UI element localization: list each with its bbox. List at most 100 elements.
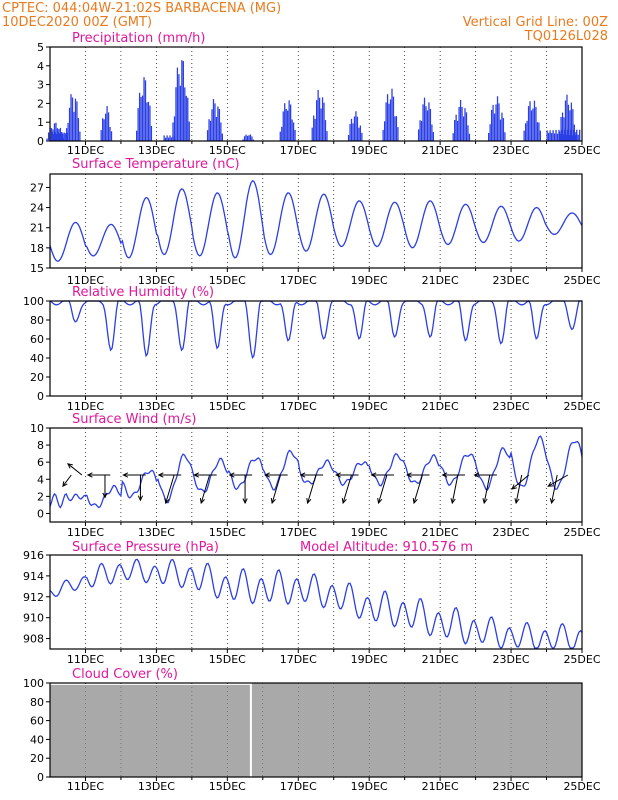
precip-bar [166,135,168,141]
y-tick-label: 60 [30,333,44,346]
precip-bar [212,99,215,141]
precip-bar [184,87,186,141]
x-tick-label: 21DEC [422,526,459,539]
precip-bar [242,139,244,141]
precip-bar [279,131,281,141]
precip-bar [539,130,542,141]
precip-bar [65,133,67,141]
rh-title: Relative Humidity (%) [72,285,214,300]
precip-bar [569,110,571,141]
wind-vector [200,474,211,504]
precip-bar [143,77,145,141]
y-tick-label: 20 [30,752,44,765]
precip-bar [432,131,435,141]
y-tick-label: 3 [37,79,44,92]
y-tick-label: 100 [23,677,44,690]
x-tick-label: 17DEC [280,526,317,539]
x-tick-label: 17DEC [280,400,317,413]
y-tick-label: 40 [30,352,44,365]
x-tick-label: 11DEC [67,144,104,157]
precip-bar [561,112,564,141]
x-tick-label: 11DEC [67,780,104,793]
x-tick-label: 13DEC [138,653,175,666]
precip-bar [499,119,502,141]
x-tick-label: 25DEC [563,780,600,793]
precip-bar [385,102,387,141]
precip-bar [577,134,579,141]
precip-bar [245,134,247,141]
x-tick-label: 11DEC [67,653,104,666]
precip-bar [579,129,581,141]
y-tick-label: 80 [30,314,44,327]
x-tick-label: 19DEC [351,400,388,413]
x-tick-label: 19DEC [351,274,388,287]
precip-bar [555,130,557,141]
precip-bar [452,133,454,141]
x-tick-label: 23DEC [493,144,530,157]
precip-bar [179,85,182,141]
precip-bar [188,121,190,141]
precip-bar [558,129,560,141]
y-tick-label: 21 [30,222,44,235]
y-tick-label: 27 [30,181,44,194]
x-tick-label: 15DEC [209,780,246,793]
precip-bar [456,120,459,141]
panel-4: 908 910 912 914 916 11DEC 13DEC 15DEC 17DEC 19DEC… [23,549,601,666]
x-tick-label: 23DEC [493,274,530,287]
wind-vector-head [473,472,480,478]
panel-border [49,682,583,778]
precip-bar [70,94,72,141]
precip-bar [104,113,107,141]
precip-bar [383,121,386,141]
precip-bar [556,133,559,141]
wind-vector-head [412,498,418,505]
precip-bar [214,103,216,141]
y-tick-label: 5 [37,41,44,54]
x-tick-label: 15DEC [209,144,246,157]
precip-bar [137,108,139,141]
panel-border [49,554,583,650]
precip-bar [538,122,540,141]
precip-bar [394,116,396,141]
precip-bar [389,99,392,141]
precip-bar [215,116,218,141]
y-tick-label: 914 [23,570,44,583]
wind-vector-head [122,472,129,478]
panel-5: 0 20 40 60 80 100 11DEC 13DEC 15DEC 17DEC 19DEC 21D… [23,677,601,793]
wind-vector-head [549,498,555,505]
precip-bar [548,132,550,141]
x-tick-label: 25DEC [563,526,600,539]
cloud-area-right [251,683,583,777]
precip-bar [311,127,313,141]
precip-bar [568,135,570,141]
precip-bar [391,88,393,141]
wind-vector-head [199,498,205,505]
precip-bar [110,131,113,141]
precip-bar [462,116,465,141]
precip-bar [56,133,58,141]
x-tick-label: 11DEC [67,526,104,539]
wind-vector-head [270,498,276,505]
wind-vector [547,474,569,487]
wind-vector-head [370,472,377,478]
x-tick-label: 23DEC [493,400,530,413]
precip-bar [79,131,81,141]
precip-bar [318,97,321,141]
precip-bar [59,133,61,141]
precip-bar [419,120,421,141]
precip-bar [150,125,153,141]
precip-bar [141,95,144,141]
wind-vector-head [137,495,144,502]
precip-bar [553,133,556,141]
precip-bar [187,97,189,141]
precip-bar [546,130,548,141]
precip-bar [282,111,284,141]
precip-bar [136,130,138,141]
wind-vector-head [306,498,312,505]
precip-bar [504,132,506,141]
panel-3: 0 2 4 6 8 10 11DEC 13DEC 15DEC 17DEC 19DEC 21DEC 23D… [30,422,601,539]
wind-vector [551,474,558,504]
precip-bar [102,118,104,141]
precip-bar [533,100,536,141]
precip-bar [563,117,565,141]
